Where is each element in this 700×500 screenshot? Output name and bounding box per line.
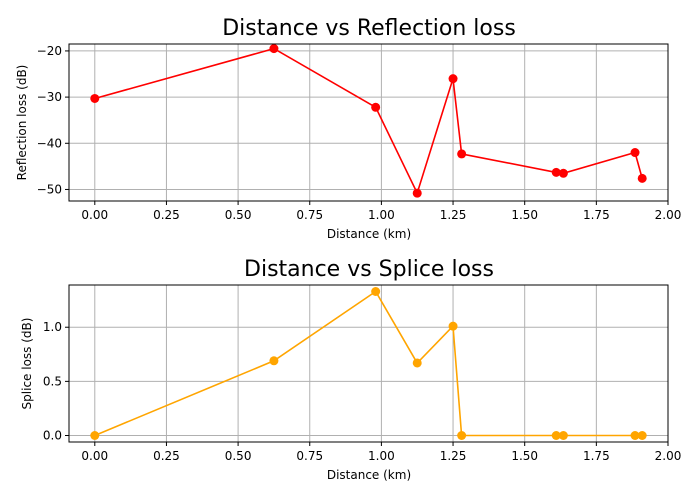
data-point — [558, 431, 568, 441]
splice-loss-chart: Distance vs Splice loss 0.00 0.25 0.50 0.75… — [20, 257, 681, 482]
x-tick-label: 1.50 — [511, 208, 538, 222]
data-point — [448, 74, 458, 84]
x-tick-label: 0.75 — [296, 449, 323, 463]
chart-1-x-axis-label: Distance (km) — [327, 227, 411, 241]
data-point — [90, 431, 100, 441]
y-tick-label: −20 — [37, 44, 62, 58]
y-tick-label: 1.0 — [43, 320, 62, 334]
x-tick-label: 0.75 — [296, 208, 323, 222]
x-tick-label: 1.75 — [583, 208, 610, 222]
x-tick-label: 1.25 — [440, 449, 467, 463]
reflection-loss-chart: Distance vs Reflection loss 0.00 0.25 0.50… — [15, 16, 681, 241]
y-tick-label: −50 — [37, 182, 62, 196]
x-tick-label: 0.00 — [81, 449, 108, 463]
data-point — [637, 431, 647, 441]
x-tick-label: 1.75 — [583, 449, 610, 463]
x-tick-label: 0.25 — [153, 208, 180, 222]
x-tick-label: 0.50 — [225, 208, 252, 222]
y-tick-label: 0.0 — [43, 429, 62, 443]
data-point — [457, 149, 467, 159]
chart-1-x-ticks: 0.00 0.25 0.50 0.75 1.00 1.25 1.50 1.75 2.00 — [81, 201, 681, 222]
chart-1-title: Distance vs Reflection loss — [222, 16, 516, 41]
data-point — [448, 321, 458, 331]
data-point — [412, 188, 422, 198]
chart-2-y-axis-label: Splice loss (dB) — [20, 318, 34, 410]
data-point — [90, 93, 100, 103]
data-point — [637, 173, 647, 183]
x-tick-label: 2.00 — [655, 449, 682, 463]
x-tick-label: 1.00 — [368, 449, 395, 463]
x-tick-label: 0.50 — [225, 449, 252, 463]
data-point — [551, 431, 561, 441]
data-point — [269, 44, 279, 54]
chart-1-y-ticks: −50 −40 −30 −20 — [37, 44, 69, 196]
chart-2-x-axis-label: Distance (km) — [327, 468, 411, 482]
data-point — [371, 286, 381, 296]
x-tick-label: 1.50 — [511, 449, 538, 463]
chart-2-x-ticks: 0.00 0.25 0.50 0.75 1.00 1.25 1.50 1.75 2.00 — [81, 442, 681, 463]
chart-2-y-ticks: 0.0 0.5 1.0 — [43, 320, 69, 443]
x-tick-label: 1.00 — [368, 208, 395, 222]
y-tick-label: 0.5 — [43, 374, 62, 388]
data-point — [457, 431, 467, 441]
data-point — [269, 356, 279, 366]
data-point — [558, 168, 568, 178]
chart-2-title: Distance vs Splice loss — [244, 257, 494, 282]
y-tick-label: −40 — [37, 136, 62, 150]
chart-2-series — [90, 286, 647, 441]
chart-2-grid — [69, 285, 669, 442]
data-point — [630, 431, 640, 441]
series-line — [94, 47, 643, 196]
chart-1-series — [90, 44, 647, 198]
series-line — [94, 290, 643, 437]
chart-2-frame — [68, 284, 669, 443]
data-point — [551, 167, 561, 177]
chart-1-y-axis-label: Reflection loss (dB) — [15, 65, 29, 181]
chart-1-frame — [68, 43, 669, 202]
x-tick-label: 1.25 — [440, 208, 467, 222]
data-point — [630, 148, 640, 158]
data-point — [371, 102, 381, 112]
y-tick-label: −30 — [37, 90, 62, 104]
x-tick-label: 0.00 — [81, 208, 108, 222]
data-point — [412, 358, 422, 368]
chart-1-grid — [69, 44, 669, 201]
x-tick-label: 0.25 — [153, 449, 180, 463]
x-tick-label: 2.00 — [655, 208, 682, 222]
